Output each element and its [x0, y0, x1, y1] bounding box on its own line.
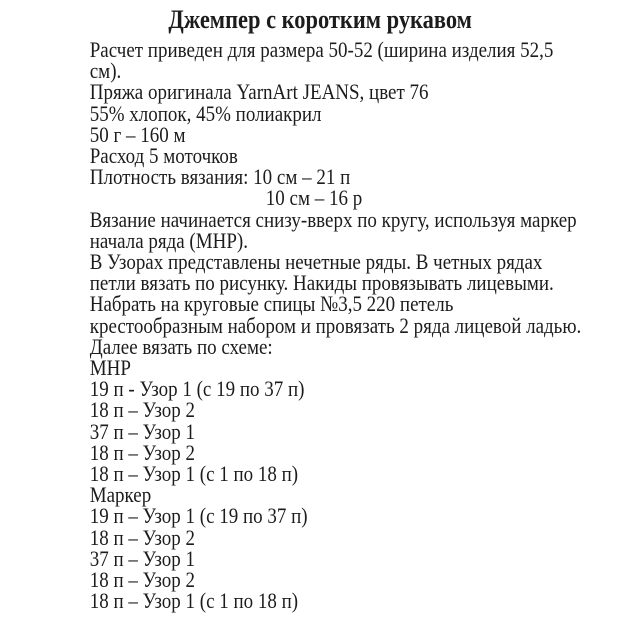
text-line: см). [89, 58, 122, 84]
text-line: 10 см – 16 р [265, 185, 363, 211]
text-line: 19 п – Узор 1 (с 19 по 37 п) [89, 503, 308, 529]
text-line: 18 п – Узор 1 (с 1 по 18 п) [89, 588, 299, 614]
text-line: 18 п – Узор 1 (с 1 по 18 п) [89, 461, 299, 487]
text-line: Набрать на круговые спицы №3,5 220 петел… [89, 291, 454, 317]
text-line: МНР [89, 355, 131, 381]
document-content: Джемпер с коротким рукавом Расчет привед… [0, 5, 640, 614]
text-line: 19 п - Узор 1 (с 19 по 37 п) [89, 376, 305, 402]
text-line: 18 п – Узор 2 [89, 567, 196, 593]
text-line: петли вязать по рисунку. Накиды провязыв… [89, 270, 554, 296]
text-line: Расход 5 моточков [89, 143, 238, 169]
text-line: 55% хлопок, 45% полиакрил [89, 100, 322, 126]
text-line: крестообразным набором и провязать 2 ряд… [89, 312, 582, 338]
text-line: Расчет приведен для размера 50-52 (ширин… [89, 37, 554, 62]
text-line: В Узорах представлены нечетные ряды. В ч… [89, 249, 543, 275]
text-line: начала ряда (МНР). [89, 227, 248, 253]
text-line: Далее вязать по схеме: [89, 333, 273, 359]
text-line: 50 г – 160 м [89, 121, 186, 147]
text-line: 18 п – Узор 2 [89, 397, 196, 423]
document-body: Расчет приведен для размера 50-52 (ширин… [0, 37, 640, 614]
text-line: 37 п – Узор 1 [89, 418, 196, 444]
text-line: 37 п – Узор 1 [89, 545, 196, 571]
text-line: 18 п – Узор 2 [89, 439, 196, 465]
text-line: Вязание начинается снизу-вверх по кругу,… [89, 206, 577, 232]
text-line: Маркер [89, 482, 152, 508]
text-line: Плотность вязания: 10 см – 21 п [89, 164, 351, 190]
document-title: Джемпер с коротким рукавом [168, 5, 472, 34]
text-line: 18 п – Узор 2 [89, 524, 196, 550]
text-line: Пряжа оригинала YarnArt JEANS, цвет 76 [89, 79, 429, 105]
